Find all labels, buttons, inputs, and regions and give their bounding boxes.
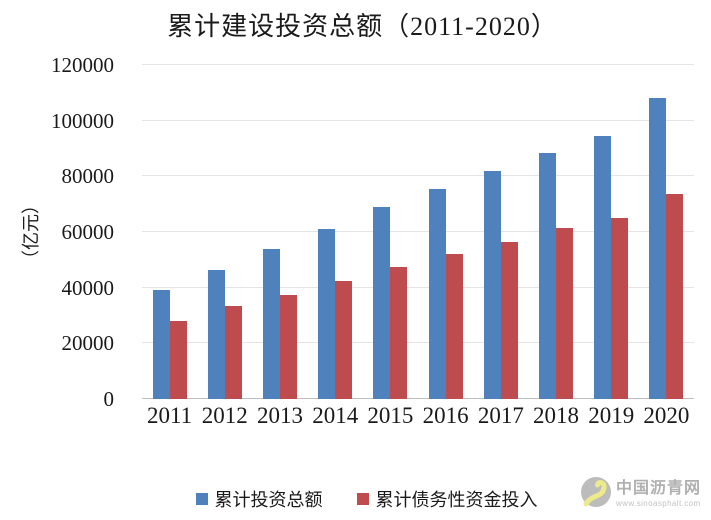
x-tick-label: 2015 bbox=[367, 403, 414, 428]
bar-2019 bbox=[594, 135, 612, 399]
bar-2012 bbox=[224, 305, 242, 399]
gridline bbox=[142, 175, 694, 177]
y-tick-label: 40000 bbox=[61, 275, 115, 300]
x-tick-label: 2018 bbox=[533, 403, 580, 428]
gridline bbox=[142, 119, 694, 121]
x-tick-label: 2016 bbox=[422, 403, 469, 428]
chart-title: 累计建设投资总额（2011-2020） bbox=[167, 12, 558, 41]
bar-group-2012 bbox=[197, 65, 252, 399]
x-tick-label: 2011 bbox=[147, 403, 193, 428]
x-tick-label: 2020 bbox=[643, 403, 690, 428]
bar-2012 bbox=[207, 269, 225, 399]
y-tick-label: 20000 bbox=[61, 331, 115, 356]
bar-2016 bbox=[428, 188, 446, 399]
legend-item: 累计债务性资金投入 bbox=[356, 486, 538, 512]
gridline bbox=[142, 342, 694, 344]
legend-label: 累计债务性资金投入 bbox=[375, 490, 538, 510]
bar-2016 bbox=[445, 254, 463, 399]
legend: 累计投资总额 累计债务性资金投入 bbox=[0, 486, 711, 512]
legend-swatch bbox=[195, 493, 208, 505]
x-tick-label: 2013 bbox=[257, 403, 303, 428]
x-axis-line bbox=[142, 398, 694, 399]
bar-group-2019 bbox=[584, 65, 639, 399]
bar-group-2016 bbox=[418, 65, 473, 399]
x-tick-label: 2012 bbox=[201, 403, 248, 428]
bar-group-2015 bbox=[363, 65, 418, 399]
y-tick-label: 0 bbox=[103, 387, 115, 411]
bar-2013 bbox=[263, 248, 280, 399]
legend-swatch bbox=[356, 493, 369, 505]
y-tick-label: 60000 bbox=[61, 220, 115, 244]
x-tick-label: 2017 bbox=[477, 403, 524, 428]
watermark-logo: 中国沥青网 www.sinoasphalt.com bbox=[580, 477, 701, 512]
bar-2019 bbox=[611, 218, 629, 399]
bar-2020 bbox=[666, 194, 684, 399]
bar-2011 bbox=[152, 290, 170, 399]
bar-group-2017 bbox=[473, 65, 528, 399]
gridline bbox=[142, 64, 694, 65]
watermark-url: www.sinoasphalt.com bbox=[615, 499, 701, 508]
legend-item: 累计投资总额 bbox=[195, 486, 323, 512]
gridline bbox=[142, 286, 694, 288]
bar-group-2018 bbox=[528, 65, 583, 399]
y-tick-label: 80000 bbox=[61, 164, 115, 189]
watermark-name: 中国沥青网 bbox=[615, 480, 701, 497]
bar-2018 bbox=[539, 152, 557, 399]
bar-2017 bbox=[483, 170, 501, 399]
bar-group-2011 bbox=[142, 65, 197, 399]
bar-2015 bbox=[373, 206, 391, 399]
bar-group-2020 bbox=[639, 65, 694, 399]
gridline bbox=[142, 231, 694, 232]
bars-layer bbox=[142, 65, 694, 399]
bar-group-2014 bbox=[308, 65, 363, 399]
bar-2011 bbox=[169, 321, 187, 399]
x-tick-label: 2014 bbox=[312, 403, 359, 428]
plot-area bbox=[142, 64, 694, 399]
bar-2014 bbox=[335, 280, 353, 399]
bar-2014 bbox=[318, 229, 336, 399]
bar-2017 bbox=[500, 241, 518, 399]
y-tick-label: 100000 bbox=[51, 108, 114, 133]
bar-2013 bbox=[280, 294, 297, 399]
sinoasphalt-logo-icon bbox=[580, 477, 611, 512]
x-axis-ticks: 2011 2012 2013 2014 2015 2016 2017 2018 2019 2020 bbox=[142, 402, 694, 429]
legend-label: 累计投资总额 bbox=[214, 490, 323, 510]
bar-2018 bbox=[556, 227, 574, 399]
y-tick-label: 120000 bbox=[51, 53, 114, 77]
bar-2015 bbox=[390, 266, 408, 399]
x-tick-label: 2019 bbox=[588, 403, 635, 428]
bar-group-2013 bbox=[252, 65, 307, 399]
bar-2020 bbox=[649, 98, 667, 399]
